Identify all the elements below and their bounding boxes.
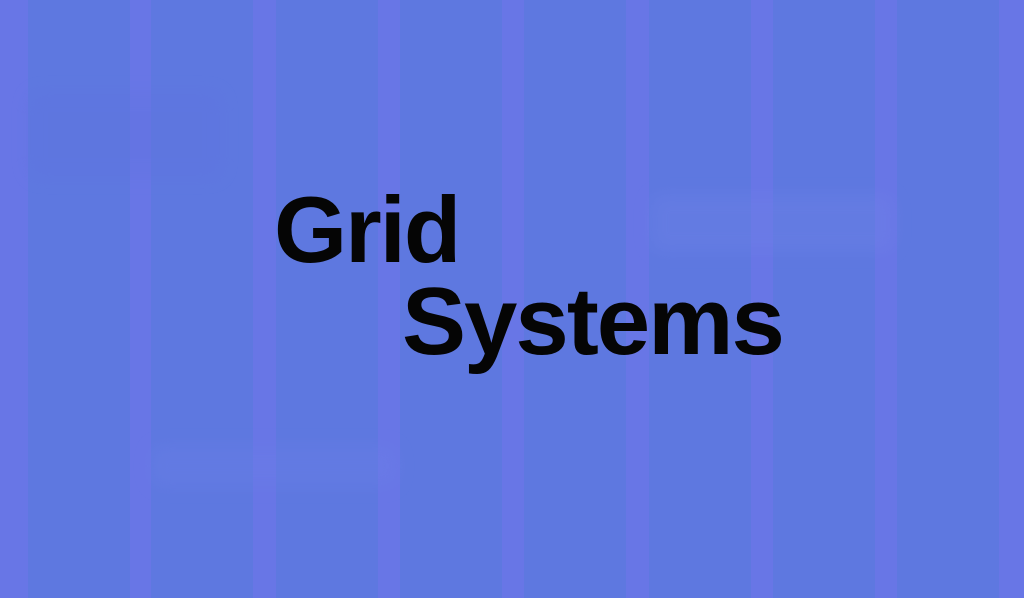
blurred-background-shape	[28, 92, 222, 178]
blurred-background-shape	[650, 194, 895, 252]
grid-column-4	[400, 0, 502, 598]
grid-column-3	[276, 0, 378, 598]
grid-column-8	[897, 0, 999, 598]
blurred-background-shape	[150, 445, 398, 487]
title-line-grid: Grid	[274, 177, 461, 282]
grid-column-1	[28, 0, 130, 598]
grid-column-6	[649, 0, 751, 598]
grid-column-7	[773, 0, 875, 598]
grid-systems-title: Grid Systems	[274, 177, 894, 375]
grid-column-2	[151, 0, 253, 598]
grid-column-5	[524, 0, 626, 598]
title-line-systems: Systems	[402, 267, 785, 375]
